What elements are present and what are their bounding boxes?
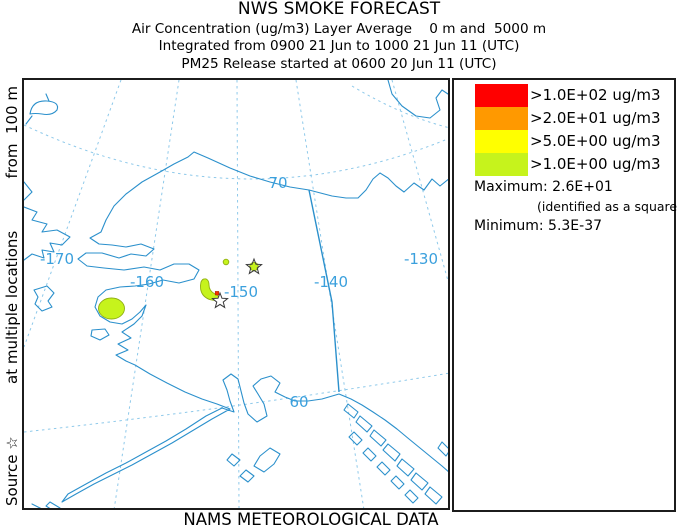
source-star-marker-central xyxy=(211,291,229,309)
meridian-label: -130 xyxy=(404,250,438,268)
title-block: NWS SMOKE FORECAST Air Concentration (ug… xyxy=(0,0,678,72)
page-title: NWS SMOKE FORECAST xyxy=(237,0,441,19)
legend-swatch-red xyxy=(475,84,528,107)
graticule-labels: -170 -160 -150 -140 -130 70 60 xyxy=(40,174,438,411)
subtitle-release-info: PM25 Release started at 0600 20 Jun 11 (… xyxy=(181,55,497,72)
subtitle-layer-average: Air Concentration (ug/m3) Layer Average … xyxy=(131,20,547,37)
legend-entry-label: >5.0E+00 ug/m3 xyxy=(530,132,661,150)
max-square-marker xyxy=(214,291,220,296)
legend-swatch-orange xyxy=(475,107,528,130)
legend-entry-label: >1.0E+02 ug/m3 xyxy=(530,86,661,104)
legend-box: >1.0E+02 ug/m3 >2.0E+01 ug/m3 >5.0E+00 u… xyxy=(452,78,678,512)
plume-dot-under-star xyxy=(249,261,259,272)
footer-label: NAMS METEOROLOGICAL DATA xyxy=(183,510,439,529)
left-axis-label: Source ☆ at multiple locations from 100 … xyxy=(1,78,22,508)
map-frame: -170 -160 -150 -140 -130 70 60 xyxy=(22,78,450,510)
meridian-label: -160 xyxy=(130,273,164,291)
graticule-parallels xyxy=(24,85,448,433)
plume-dot xyxy=(222,258,230,266)
meridian-label: -170 xyxy=(40,250,74,268)
plume-blob-yukon-delta xyxy=(98,297,125,320)
map-svg: -170 -160 -150 -140 -130 70 60 xyxy=(24,80,448,508)
maximum-value-label: Maximum: 2.6E+01 xyxy=(474,179,613,195)
legend-entry-label: >2.0E+01 ug/m3 xyxy=(530,109,661,127)
alaska-canada-border xyxy=(308,189,340,393)
source-star-legend-text: Source ☆ xyxy=(2,436,21,506)
minimum-value-label: Minimum: 5.3E-37 xyxy=(474,218,603,234)
meridian-label: -140 xyxy=(314,273,348,291)
legend-swatch-yellow xyxy=(475,130,528,153)
legend-swatch-greenyellow xyxy=(475,153,528,176)
legend-entry-label: >1.0E+00 ug/m3 xyxy=(530,155,661,173)
plume-blob-interior xyxy=(200,278,220,301)
coastline xyxy=(24,80,448,508)
subtitle-integration-period: Integrated from 0900 21 Jun to 1000 21 J… xyxy=(158,38,520,55)
source-star-marker-east xyxy=(245,257,263,275)
source-markers xyxy=(211,257,263,309)
meridian-label: -150 xyxy=(224,283,258,301)
parallel-label: 60 xyxy=(289,393,308,411)
maximum-note: (identified as a square) xyxy=(537,199,678,214)
source-locations-text: at multiple locations xyxy=(2,230,21,384)
parallel-label: 70 xyxy=(268,174,287,192)
source-height-text: from 100 m xyxy=(2,86,21,179)
